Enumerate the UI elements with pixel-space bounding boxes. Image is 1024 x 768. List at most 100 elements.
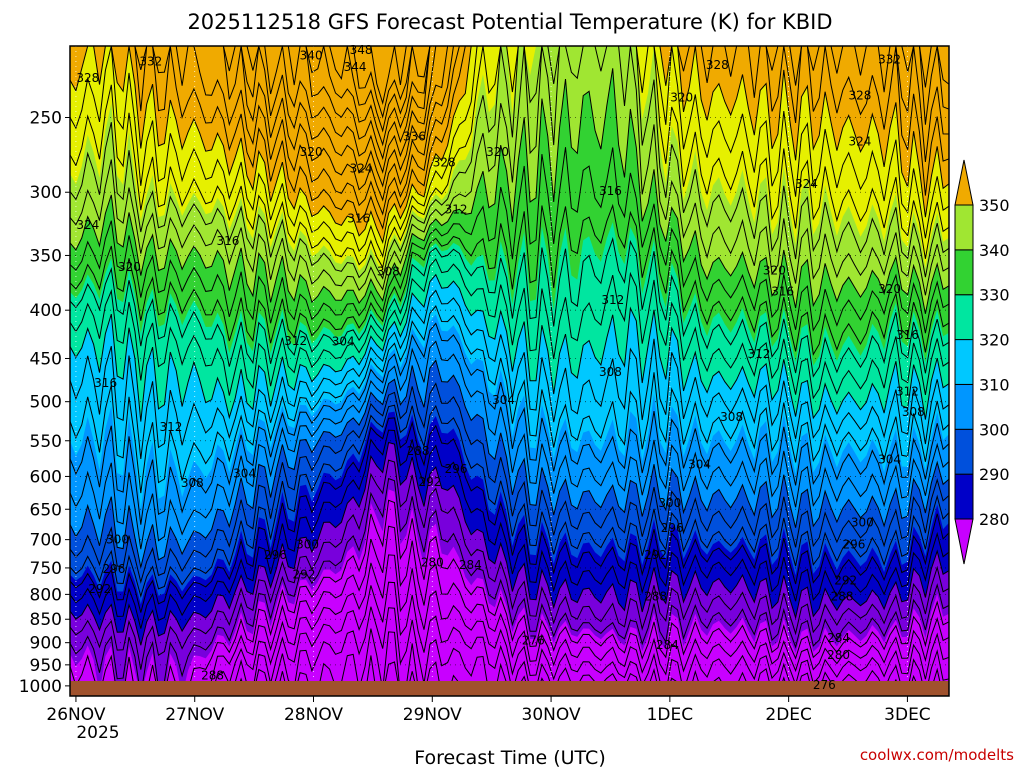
contour-label: 332 — [878, 52, 901, 66]
isentrope-312 — [70, 258, 949, 400]
y-tick-label: 400 — [30, 301, 62, 321]
contour-label: 312 — [445, 203, 468, 217]
contour-label: 300 — [296, 537, 319, 551]
contour-label: 280 — [827, 648, 850, 662]
contour-label: 284 — [656, 638, 679, 652]
grid-lines — [70, 46, 949, 696]
isentrope-lines — [70, 46, 949, 696]
contour-label: 296 — [661, 521, 684, 535]
band-0 — [70, 489, 949, 696]
isentrope-300 — [70, 359, 949, 568]
contour-label: 296 — [843, 537, 866, 551]
colorbar-label: 330 — [979, 286, 1010, 305]
colorbar-label: 320 — [979, 331, 1010, 350]
y-tick-label: 650 — [30, 500, 62, 520]
plot-frame — [69, 45, 950, 697]
colorbar-label: 310 — [979, 375, 1010, 394]
contour-label: 292 — [834, 573, 857, 587]
isentrope-316 — [70, 203, 949, 356]
y-tick-label: 250 — [30, 108, 62, 128]
contour-label: 320 — [670, 90, 693, 104]
x-tick-label: 28NOV — [284, 705, 343, 725]
contour-label: 316 — [896, 328, 919, 342]
isentrope-304 — [70, 322, 949, 525]
x-tick-label: 30NOV — [522, 705, 581, 725]
contour-labels: 348 344 340 336 332 328 328 324 320 320 324 320 316 3… — [76, 43, 924, 692]
contour-label: 312 — [284, 334, 307, 348]
contour-label: 304 — [332, 335, 355, 349]
contour-label: 308 — [720, 410, 743, 424]
contour-label: 296 — [445, 462, 468, 476]
colorbar-swatch — [954, 294, 974, 341]
x-tick-label: 3DEC — [884, 705, 931, 725]
isentrope-314 — [70, 236, 949, 378]
contour-label: 316 — [347, 212, 370, 226]
colorbar-bottom-arrow — [954, 518, 974, 565]
contour-label: 324 — [795, 177, 818, 191]
contour-label: 296 — [264, 548, 287, 562]
colorbar: 280 290 300 310 320 330 340 350 — [954, 159, 1010, 565]
credit-text: coolwx.com/modelts — [860, 746, 1014, 764]
contour-label: 316 — [217, 234, 240, 248]
chart-title: 2025112518 GFS Forecast Potential Temper… — [187, 10, 832, 34]
contour-label: 300 — [106, 533, 129, 547]
x-tick-label: 27NOV — [165, 705, 224, 725]
y-tick-label: 500 — [30, 393, 62, 413]
isentrope-332 — [70, 46, 949, 230]
colorbar-swatch — [954, 249, 974, 296]
isentrope-302 — [70, 340, 949, 550]
contour-label: 328 — [706, 58, 729, 72]
x-tick-label: 26NOV — [46, 705, 105, 725]
contour-label: 304 — [492, 393, 515, 407]
contour-label: 292 — [644, 548, 667, 562]
contour-label: 300 — [851, 515, 874, 529]
y-tick-label: 800 — [30, 585, 62, 605]
isentrope-296 — [70, 404, 949, 598]
colorbar-label: 290 — [979, 465, 1010, 484]
colorbar-label: 350 — [979, 196, 1010, 215]
colorbar-swatch — [954, 383, 974, 430]
isentrope-310 — [70, 273, 949, 422]
contour-label: 308 — [377, 265, 400, 279]
contour-label: 292 — [88, 582, 111, 596]
y-tick-label: 300 — [30, 183, 62, 203]
colorbar-swatch — [954, 339, 974, 385]
isentrope-284 — [70, 499, 949, 696]
contour-label: 284 — [827, 631, 850, 645]
colorbar-swatch — [954, 473, 974, 520]
isentrope-288 — [70, 459, 949, 670]
isentrope-282 — [70, 525, 949, 696]
isentrope-294 — [70, 417, 949, 613]
isentrope-290 — [70, 441, 949, 646]
contour-label: 284 — [459, 558, 482, 572]
contour-label: 328 — [76, 71, 99, 85]
isentrope-330 — [70, 46, 949, 244]
isentrope-322 — [70, 46, 949, 296]
y-tick-label: 850 — [30, 610, 62, 630]
isentrope-280 — [70, 554, 949, 696]
contour-label: 328 — [848, 89, 871, 103]
isentrope-328 — [70, 46, 949, 258]
y-tick-label: 1000 — [19, 677, 62, 697]
contour-label: 308 — [902, 405, 925, 419]
contour-label: 344 — [344, 60, 367, 74]
y-tick-label: 700 — [30, 531, 62, 551]
isentrope-286 — [70, 477, 949, 696]
contour-label: 324 — [76, 218, 99, 232]
y-tick-label: 450 — [30, 349, 62, 369]
contour-label: 312 — [896, 385, 919, 399]
contour-label: 280 — [421, 555, 444, 569]
colorbar-swatch — [954, 204, 974, 251]
isentrope-298 — [70, 382, 949, 584]
contour-label: 324 — [848, 134, 871, 148]
isentrope-292 — [70, 429, 949, 629]
y-tick-label: 950 — [30, 656, 62, 676]
contour-label: 296 — [102, 562, 125, 576]
ground-surface — [70, 681, 949, 696]
contour-label: 312 — [601, 293, 624, 307]
contour-label: 288 — [644, 589, 667, 603]
contour-label: 316 — [94, 376, 117, 390]
contour-label: 276 — [522, 633, 545, 647]
isentrope-308 — [70, 289, 949, 459]
